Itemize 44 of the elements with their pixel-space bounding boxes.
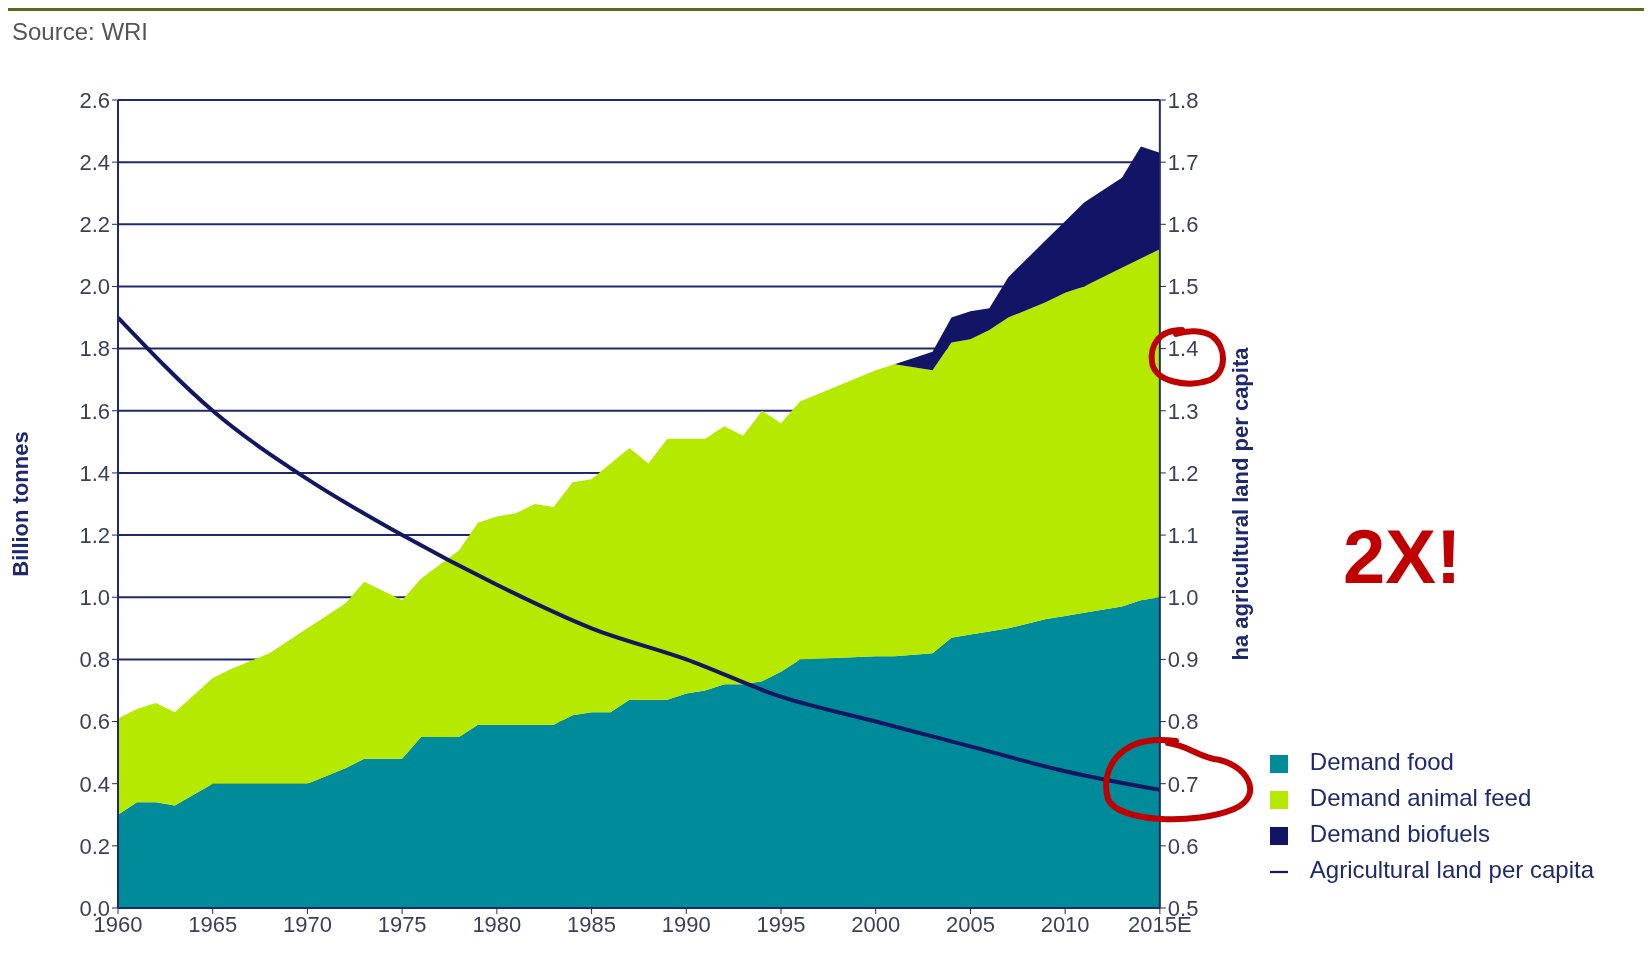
y2-tick-label: 1.7 (1167, 149, 1199, 175)
y-tick-label: 1.4 (79, 460, 110, 486)
y2-tick-label: 1.1 (1167, 522, 1199, 548)
y2-tick-label: 1.4 (1167, 336, 1199, 362)
y-tick-label: 1.2 (79, 522, 110, 548)
y2-tick-label: 0.8 (1167, 709, 1199, 735)
y-tick-label: 0.2 (79, 833, 110, 859)
y-tick-label: 0.4 (79, 771, 110, 797)
y-tick-label: 0.8 (79, 647, 110, 673)
y2-tick-label: 1.3 (1167, 398, 1199, 424)
x-tick-label: 2005 (945, 911, 995, 937)
y-tick-label: 2.6 (79, 87, 110, 113)
legend-label: Demand biofuels (1309, 820, 1490, 847)
y2-tick-label: 1.2 (1167, 460, 1199, 486)
x-tick-label: 1965 (188, 911, 238, 937)
y-tick-label: 2.2 (79, 212, 110, 238)
y-tick-label: 1.8 (79, 336, 110, 362)
x-tick-label: 2010 (1040, 911, 1090, 937)
y2-tick-label: 0.6 (1167, 833, 1199, 859)
y2-tick-label: 1.6 (1167, 212, 1199, 238)
y-tick-label: 2.0 (79, 274, 110, 300)
y2-tick-label: 0.7 (1167, 771, 1199, 797)
y-tick-label: 1.0 (79, 585, 110, 611)
y-tick-label: 1.6 (79, 398, 110, 424)
text: 2X! (1343, 513, 1462, 600)
x-tick-label: 1975 (377, 911, 427, 937)
y-axis-title: Billion tonnes (7, 431, 33, 577)
x-tick-label: 1985 (567, 911, 617, 937)
y2-axis-title: ha agricultural land per capita (1227, 346, 1253, 661)
x-tick-label: 1980 (472, 911, 522, 937)
y-tick-label: 0.6 (79, 709, 110, 735)
y2-tick-label: 1.8 (1167, 87, 1199, 113)
y2-tick-label: 0.9 (1167, 647, 1199, 673)
source-note: Source: WRI (12, 18, 149, 46)
x-tick-label: 1995 (756, 911, 806, 937)
x-tick-label: 1970 (282, 911, 332, 937)
y2-tick-label: 1.0 (1167, 585, 1199, 611)
legend-label: Agricultural land per capita (1309, 856, 1594, 883)
x-tick-label: 1990 (661, 911, 711, 937)
x-tick-label: 2000 (851, 911, 901, 937)
y2-tick-label: 1.5 (1167, 274, 1199, 300)
y-tick-label: 2.4 (79, 149, 110, 175)
legend-label: Demand food (1309, 748, 1454, 775)
legend-label: Demand animal feed (1309, 784, 1532, 811)
